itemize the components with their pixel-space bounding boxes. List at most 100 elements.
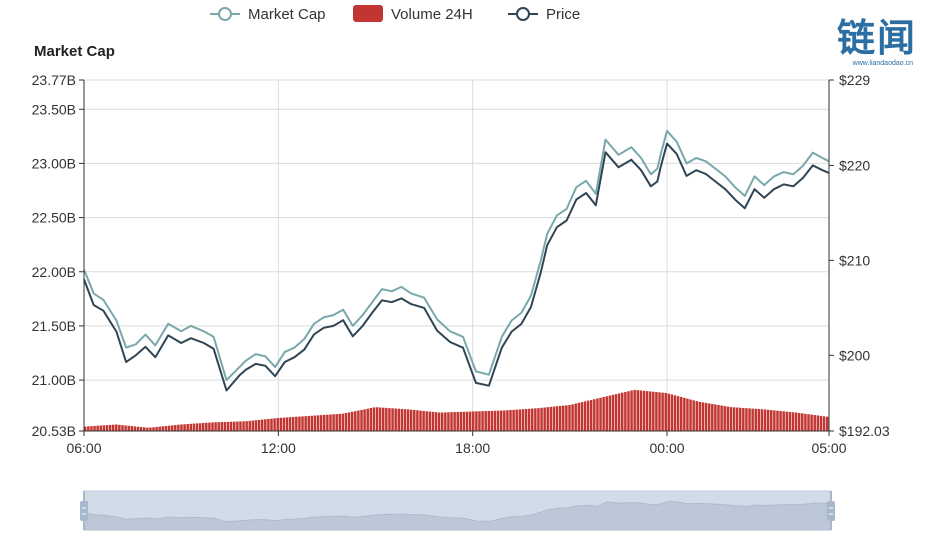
volume-bar [341,413,345,431]
volume-bar [444,412,447,431]
volume-bar [766,409,770,431]
volume-bar [372,407,376,431]
volume-bar [167,425,171,431]
volume-bar [707,403,711,431]
market-cap-line [83,129,830,382]
volume-bar [363,409,366,431]
zoom-handle-grip [80,501,88,521]
volume-bar [121,425,124,431]
chart-grid [84,79,829,432]
volume-bar [251,420,255,431]
volume-bar [406,409,410,431]
volume-bar [93,425,96,431]
volume-bar [515,409,518,431]
volume-bar [248,420,252,431]
volume-bar [198,423,202,431]
y-left-tick-label: 23.77B [32,72,76,88]
volume-bar [717,404,720,431]
volume-bar [472,411,475,431]
volume-bar [267,418,270,431]
volume-bar [108,424,112,431]
volume-bar [366,408,369,431]
volume-bar [754,408,757,431]
volume-bar [465,411,469,431]
y-left-tick-label: 23.00B [32,155,76,171]
zoom-handle-right[interactable] [827,491,835,530]
volume-bar [543,407,546,431]
volume-bar [369,408,373,431]
volume-bar [714,404,717,431]
volume-bar [608,395,612,431]
volume-bar [695,401,699,431]
volume-bar [732,407,736,431]
volume-bar [115,424,118,431]
volume-bar [254,420,258,431]
volume-bar [496,410,500,431]
volume-bar [378,407,382,431]
volume-bar [434,412,438,431]
volume-bar [189,423,193,431]
volume-bar [645,391,649,431]
volume-bar [549,406,553,431]
volume-bar [770,410,773,431]
x-tick-label: 12:00 [261,440,296,456]
volume-bar [99,425,103,431]
volume-bar [208,422,211,431]
volume-bar [596,398,599,431]
volume-bar [201,423,205,431]
volume-bar [720,405,723,431]
volume-bar [745,408,748,431]
volume-bar [139,427,143,431]
volume-bar [142,427,146,431]
volume-bar [686,398,689,431]
volume-bar [639,390,643,431]
volume-bar [673,395,677,431]
volume-bar [124,425,127,431]
volume-bar [655,392,658,431]
volume-bar [242,421,245,431]
volume-series [84,389,829,431]
legend-item-market-cap[interactable]: Market Cap [210,6,326,23]
volume-bar [304,416,307,431]
volume-bar [161,426,165,431]
volume-bar [260,419,264,431]
chart-axes: 20.53B 21.00B 21.50B 22.00B 22.50B 23.00B 23.5… [32,43,890,456]
volume-bar [459,411,463,431]
volume-bar [540,407,543,431]
volume-bar [776,410,779,431]
volume-bar [689,399,692,431]
volume-bar [298,416,301,431]
volume-bar [512,409,515,431]
x-tick-label: 00:00 [650,440,685,456]
legend-item-price[interactable]: Price [508,6,580,23]
zoom-window [84,491,831,530]
volume-bar [403,409,407,431]
volume-bar [133,426,137,431]
line-series [83,129,830,392]
logo-text: 链闻 [836,16,917,60]
volume-bar [648,391,652,431]
volume-bar [593,399,596,431]
volume-bar [90,426,93,431]
volume-bar [226,421,230,431]
legend-label: Market Cap [248,6,326,23]
volume-bar [577,402,581,431]
volume-bar [804,413,807,431]
volume-bar [503,410,506,431]
volume-bar [509,410,512,431]
volume-bar [481,411,484,431]
legend-item-volume-24h[interactable]: Volume 24H [353,5,473,23]
volume-bar [524,408,528,431]
volume-bar [416,410,419,431]
volume-bar [738,407,742,431]
volume-bar [711,403,714,431]
zoom-handle-left[interactable] [80,491,88,530]
data-zoom-slider[interactable] [80,490,835,531]
chart-legend[interactable]: Market Cap Volume 24H Price [210,5,580,23]
volume-bar [757,408,761,431]
volume-bar [801,413,804,431]
y-right-tick-label: $229 [839,72,870,88]
logo-url: www.liandaodao.cn [852,60,913,67]
volume-bar [84,426,87,431]
